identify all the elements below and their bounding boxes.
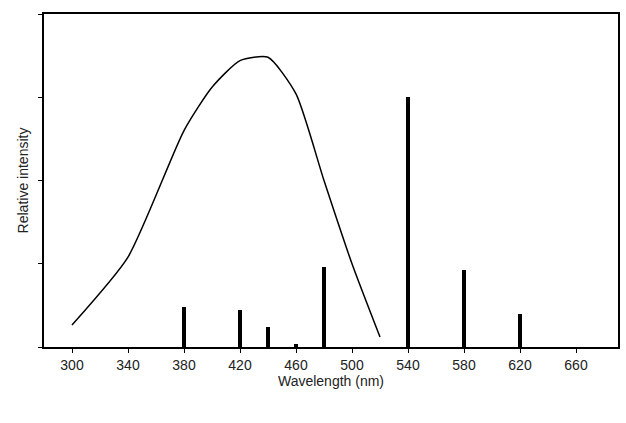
svg-text:340: 340: [116, 357, 140, 373]
svg-text:380: 380: [172, 357, 196, 373]
svg-text:620: 620: [508, 357, 532, 373]
svg-text:540: 540: [396, 357, 420, 373]
svg-text:420: 420: [228, 357, 252, 373]
svg-text:Wavelength (nm): Wavelength (nm): [278, 373, 384, 389]
svg-text:580: 580: [452, 357, 476, 373]
svg-text:660: 660: [564, 357, 588, 373]
svg-text:300: 300: [60, 357, 84, 373]
svg-text:460: 460: [284, 357, 308, 373]
svg-text:500: 500: [340, 357, 364, 373]
svg-text:Relative intensity: Relative intensity: [15, 128, 31, 234]
